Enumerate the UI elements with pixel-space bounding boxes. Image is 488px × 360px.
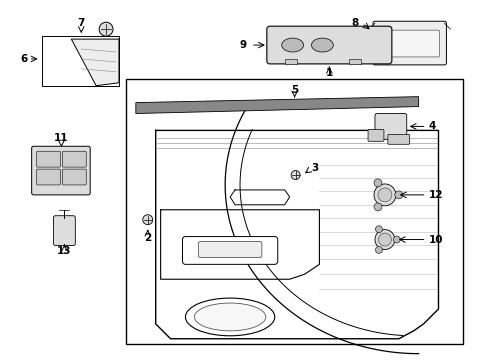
Ellipse shape [194, 303, 265, 331]
Ellipse shape [374, 230, 394, 249]
Ellipse shape [394, 191, 402, 199]
Polygon shape [136, 96, 418, 113]
Text: 7: 7 [78, 18, 85, 28]
Ellipse shape [373, 179, 381, 187]
Text: 4: 4 [427, 121, 435, 131]
Text: 12: 12 [427, 190, 442, 200]
Polygon shape [71, 39, 119, 86]
Ellipse shape [375, 226, 382, 233]
FancyBboxPatch shape [198, 242, 262, 257]
Ellipse shape [311, 38, 333, 52]
FancyBboxPatch shape [53, 216, 75, 246]
Bar [284, 59, 296, 64]
Bar [348, 59, 360, 64]
Ellipse shape [99, 22, 113, 36]
Text: 8: 8 [351, 18, 358, 28]
FancyBboxPatch shape [266, 26, 391, 64]
Ellipse shape [375, 246, 382, 253]
FancyBboxPatch shape [387, 134, 409, 144]
Text: 9: 9 [240, 40, 246, 50]
Text: 1: 1 [325, 68, 332, 78]
FancyBboxPatch shape [367, 129, 383, 141]
Ellipse shape [142, 215, 152, 225]
Ellipse shape [373, 203, 381, 211]
FancyBboxPatch shape [37, 169, 61, 185]
FancyBboxPatch shape [374, 113, 406, 139]
FancyBboxPatch shape [377, 30, 439, 57]
FancyBboxPatch shape [372, 21, 446, 65]
Ellipse shape [378, 233, 390, 246]
Text: 10: 10 [427, 234, 442, 244]
Ellipse shape [281, 38, 303, 52]
FancyBboxPatch shape [182, 237, 277, 264]
Text: 2: 2 [144, 233, 151, 243]
Ellipse shape [377, 188, 391, 202]
Bar [126, 79, 462, 344]
Text: 5: 5 [290, 85, 298, 95]
Text: 11: 11 [54, 133, 68, 143]
FancyBboxPatch shape [37, 151, 61, 167]
Ellipse shape [290, 171, 300, 180]
FancyBboxPatch shape [32, 146, 90, 195]
Ellipse shape [373, 184, 395, 206]
Ellipse shape [392, 236, 400, 243]
Ellipse shape [185, 298, 274, 336]
FancyBboxPatch shape [62, 169, 86, 185]
Text: 13: 13 [57, 247, 72, 256]
Text: 3: 3 [311, 163, 318, 173]
FancyBboxPatch shape [62, 151, 86, 167]
Bar [41, 36, 119, 86]
Text: 6: 6 [20, 54, 27, 64]
